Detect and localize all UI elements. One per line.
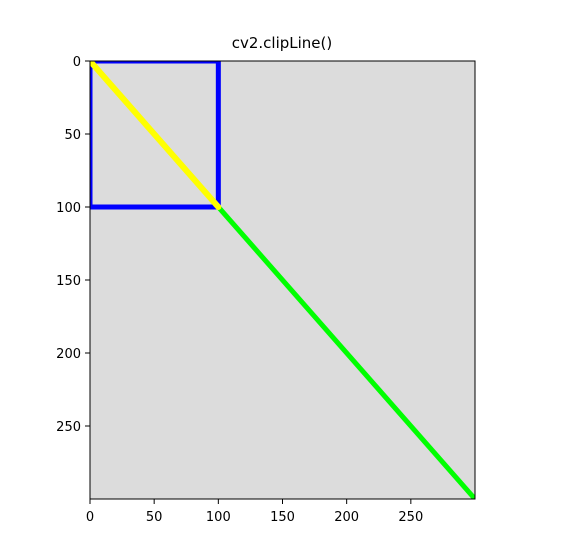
y-axis: 0 50 100 150 200 250 [56,55,90,435]
clip-rectangle [90,61,221,210]
x-tick-label: 250 [398,510,423,525]
x-tick-label: 150 [270,510,295,525]
y-tick-label: 100 [56,201,81,216]
x-tick-label: 200 [334,510,359,525]
x-tick-label: 0 [86,510,94,525]
shapes-layer [90,61,475,499]
clipped-line [90,61,222,210]
plot-area [89,60,476,500]
x-axis: 0 50 100 150 200 250 [86,499,423,525]
y-tick-label: 150 [56,274,81,289]
y-tick-label: 250 [56,420,81,435]
x-tick-label: 50 [146,510,163,525]
y-tick-label: 0 [73,55,81,70]
y-tick-label: 200 [56,347,81,362]
chart-title: cv2.clipLine() [232,34,333,52]
x-tick-label: 100 [206,510,231,525]
y-tick-label: 50 [64,128,81,143]
